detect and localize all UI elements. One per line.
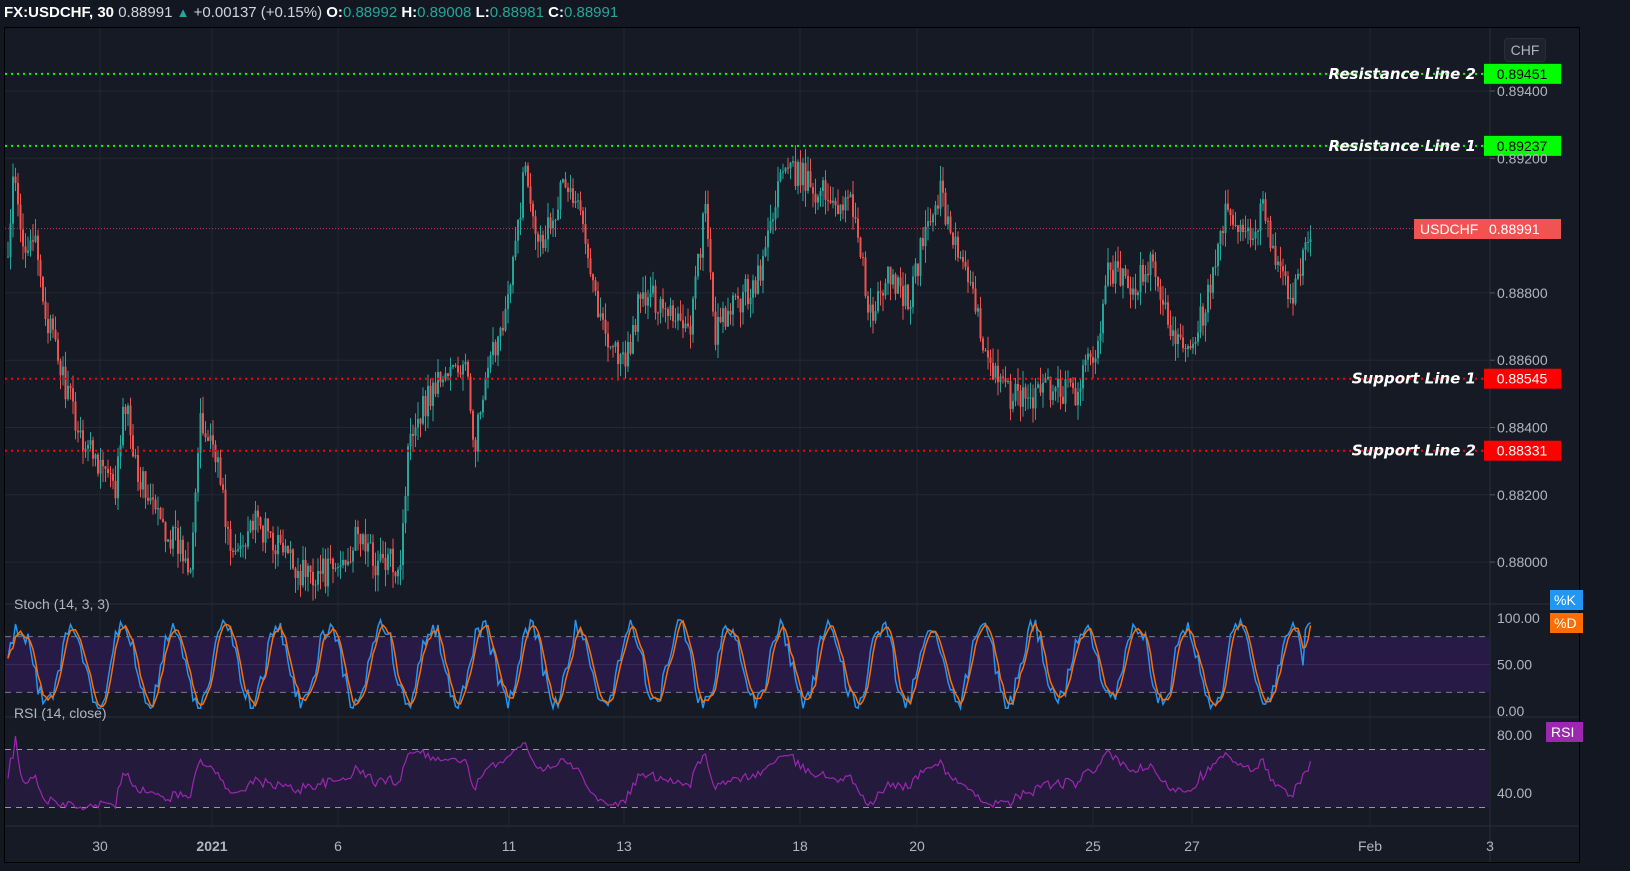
stoch-d-tag: %D bbox=[1550, 613, 1583, 633]
price-axis-label: 0.88200 bbox=[1497, 487, 1548, 503]
price-change: +0.00137 (+0.15%) bbox=[193, 4, 323, 21]
sr-price-tag bbox=[1484, 135, 1561, 156]
time-axis-label: 20 bbox=[909, 838, 925, 854]
triangle-up-icon: ▲ bbox=[176, 5, 190, 20]
stoch-k-tag: %K bbox=[1550, 590, 1583, 610]
price-axis-label: 0.88400 bbox=[1497, 420, 1548, 436]
rsi-title: RSI (14, close) bbox=[14, 705, 107, 721]
open-value: 0.88992 bbox=[342, 4, 398, 21]
axes: 0.89400 0.89200 0.88800 0.88600 0.88400 0.882… bbox=[92, 83, 1548, 854]
last-price-tag: 0.88991 bbox=[1483, 218, 1561, 239]
time-axis-label: 11 bbox=[502, 838, 517, 854]
close-value: 0.88991 bbox=[563, 4, 619, 21]
stoch-lines bbox=[7, 617, 1312, 712]
last-price-tag-value: 0.88991 bbox=[1489, 220, 1540, 237]
time-axis-label: 3 bbox=[1486, 838, 1494, 854]
grid-lines bbox=[5, 28, 1579, 862]
rsi-axis-label: 80.00 bbox=[1497, 727, 1532, 743]
stoch-title: Stoch (14, 3, 3) bbox=[14, 596, 110, 612]
rsi-tag: RSI bbox=[1546, 722, 1583, 742]
price-axis-label: 0.88000 bbox=[1497, 554, 1548, 570]
sr-price-tag-value: 0.89451 bbox=[1497, 66, 1548, 82]
currency-button[interactable]: CHF bbox=[1504, 38, 1546, 62]
rsi-line bbox=[7, 735, 1312, 811]
sr-price-tag bbox=[1484, 63, 1561, 84]
stoch-axis-label: 100.00 bbox=[1497, 610, 1540, 626]
close-label: C: bbox=[548, 4, 564, 21]
stoch-axis-label: 50.00 bbox=[1497, 657, 1532, 673]
sr-price-tag-value: 0.89237 bbox=[1497, 138, 1548, 154]
open-label: O: bbox=[326, 4, 343, 21]
sr-line-label: Resistance Line 2 bbox=[1329, 65, 1476, 83]
high-label: H: bbox=[401, 4, 418, 21]
time-axis-label: 25 bbox=[1085, 838, 1101, 854]
symbol-header: FX:USDCHF, 30 0.88991 ▲ +0.00137 (+0.15%… bbox=[4, 2, 618, 24]
sr-price-tag-value: 0.88331 bbox=[1497, 443, 1548, 459]
stoch-band bbox=[5, 636, 1490, 693]
stoch-axis-label: 0.00 bbox=[1497, 703, 1524, 719]
time-axis-label: 2021 bbox=[196, 838, 227, 854]
time-axis-label: Feb bbox=[1358, 838, 1382, 854]
horizontal-lines[interactable]: Resistance Line 2 0.89451 Resistance Line … bbox=[5, 63, 1561, 461]
sr-line-label: Resistance Line 1 bbox=[1329, 137, 1476, 155]
low-value: 0.88981 bbox=[489, 4, 544, 21]
rsi-axis-label: 40.00 bbox=[1497, 785, 1532, 801]
price-axis-label: 0.88600 bbox=[1497, 352, 1548, 368]
sr-price-tag bbox=[1484, 368, 1561, 389]
chart-frame[interactable] bbox=[4, 27, 1580, 863]
time-axis-label: 18 bbox=[792, 838, 808, 854]
symbol-price-tag: USDCHF bbox=[1414, 218, 1483, 239]
last-price: 0.88991 bbox=[118, 4, 173, 21]
sr-line-label: Support Line 1 bbox=[1352, 370, 1476, 388]
time-axis-label: 27 bbox=[1184, 838, 1200, 854]
sr-price-tag bbox=[1484, 440, 1561, 461]
symbol-title[interactable]: FX:USDCHF, 30 bbox=[4, 4, 115, 21]
time-axis-label: 30 bbox=[92, 838, 108, 854]
sr-line-label: Support Line 2 bbox=[1352, 442, 1476, 460]
sr-price-tag-value: 0.88545 bbox=[1497, 371, 1548, 387]
time-axis-label: 6 bbox=[334, 838, 342, 854]
time-axis-label: 13 bbox=[616, 838, 632, 854]
candlestick-series bbox=[7, 145, 1312, 601]
low-label: L: bbox=[475, 4, 490, 21]
price-axis-label: 0.89400 bbox=[1497, 83, 1548, 99]
high-value: 0.89008 bbox=[417, 4, 472, 21]
price-axis-label: 0.89200 bbox=[1497, 150, 1548, 166]
price-axis-label: 0.88800 bbox=[1497, 285, 1548, 301]
